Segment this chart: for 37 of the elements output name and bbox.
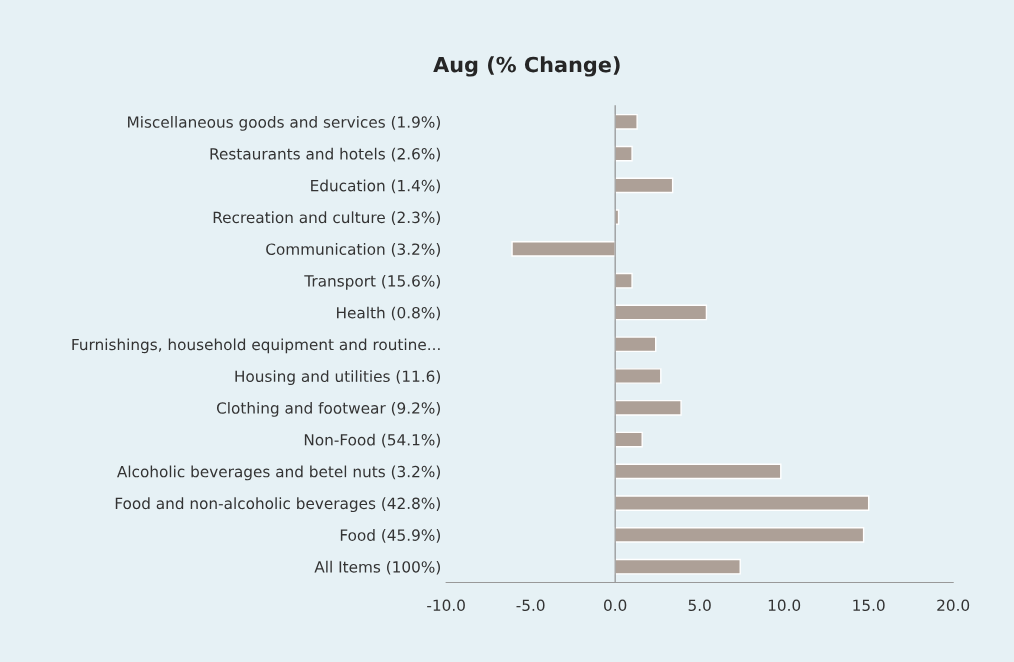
bar [614,304,708,321]
x-tick-label: 10.0 [768,599,801,612]
bar [614,272,633,289]
bar [511,241,616,257]
bar [614,113,638,130]
chart-title: Aug (% Change) [433,56,620,77]
y-tick-label: Housing and utilities (11.6) [235,370,440,385]
y-tick-label: Food and non-alcoholic beverages (42.8%) [115,497,440,513]
y-tick-label: Non-Food (54.1%) [304,433,440,448]
x-tick-label: 5.0 [688,599,711,612]
x-tick-label: 15.0 [853,599,885,612]
y-tick-label: All Items (100%) [314,560,440,575]
bar [614,463,782,480]
y-tick-label: Restaurants and hotels (2.6%) [210,147,440,162]
bar [614,495,870,511]
y-tick-label: Clothing and footwear (9.2%) [216,401,440,417]
y-tick-label: Recreation and culture (2.3%) [213,211,440,225]
y-tick-label: Alcoholic beverages and betel nuts (3.2%) [117,465,440,481]
x-tick-label: 20.0 [937,599,970,612]
bar [614,431,643,448]
bar [614,558,741,575]
y-tick-label: Food (45.9%) [340,529,440,543]
y-tick-label: Miscellaneous goods and services (1.9%) [128,116,440,131]
x-tick-label: -10.0 [427,599,465,612]
bar [614,177,674,194]
x-tick-label: -5.0 [516,599,545,612]
y-tick-label: Communication (3.2%) [266,243,440,257]
bar [614,368,662,384]
bar [614,527,865,543]
y-tick-label: Education (1.4%) [311,179,440,194]
bar [614,145,633,162]
x-tick-label: 0.0 [604,599,627,612]
bar [614,399,682,416]
y-tick-label: Furnishings, household equipment and routine... [72,338,440,354]
y-tick-label: Transport (15.6%) [304,274,440,290]
bar [614,336,657,353]
y-tick-label: Health (0.8%) [337,306,440,321]
